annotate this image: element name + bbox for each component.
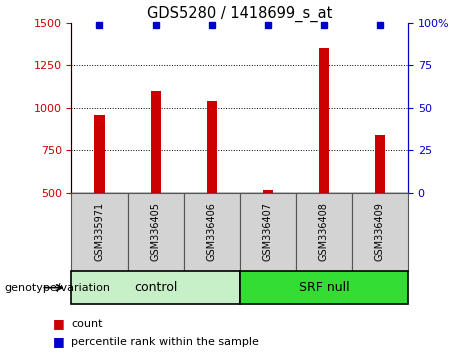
- Text: GSM336408: GSM336408: [319, 202, 329, 261]
- Text: GSM335971: GSM335971: [95, 202, 105, 262]
- Text: control: control: [134, 281, 177, 294]
- Text: GSM336407: GSM336407: [263, 202, 273, 261]
- Text: percentile rank within the sample: percentile rank within the sample: [71, 337, 260, 347]
- Bar: [375, 135, 385, 193]
- Title: GDS5280 / 1418699_s_at: GDS5280 / 1418699_s_at: [147, 5, 332, 22]
- Text: GSM336406: GSM336406: [207, 202, 217, 261]
- Text: SRF null: SRF null: [299, 281, 349, 294]
- Bar: [263, 189, 273, 193]
- Bar: [319, 48, 329, 193]
- Text: GSM336405: GSM336405: [151, 202, 160, 261]
- Text: GSM336409: GSM336409: [375, 202, 385, 261]
- Text: ■: ■: [53, 318, 65, 330]
- Bar: [151, 91, 160, 193]
- Text: ■: ■: [53, 335, 65, 348]
- Bar: [95, 115, 105, 193]
- Text: count: count: [71, 319, 103, 329]
- Bar: [207, 101, 217, 193]
- Text: genotype/variation: genotype/variation: [5, 282, 111, 293]
